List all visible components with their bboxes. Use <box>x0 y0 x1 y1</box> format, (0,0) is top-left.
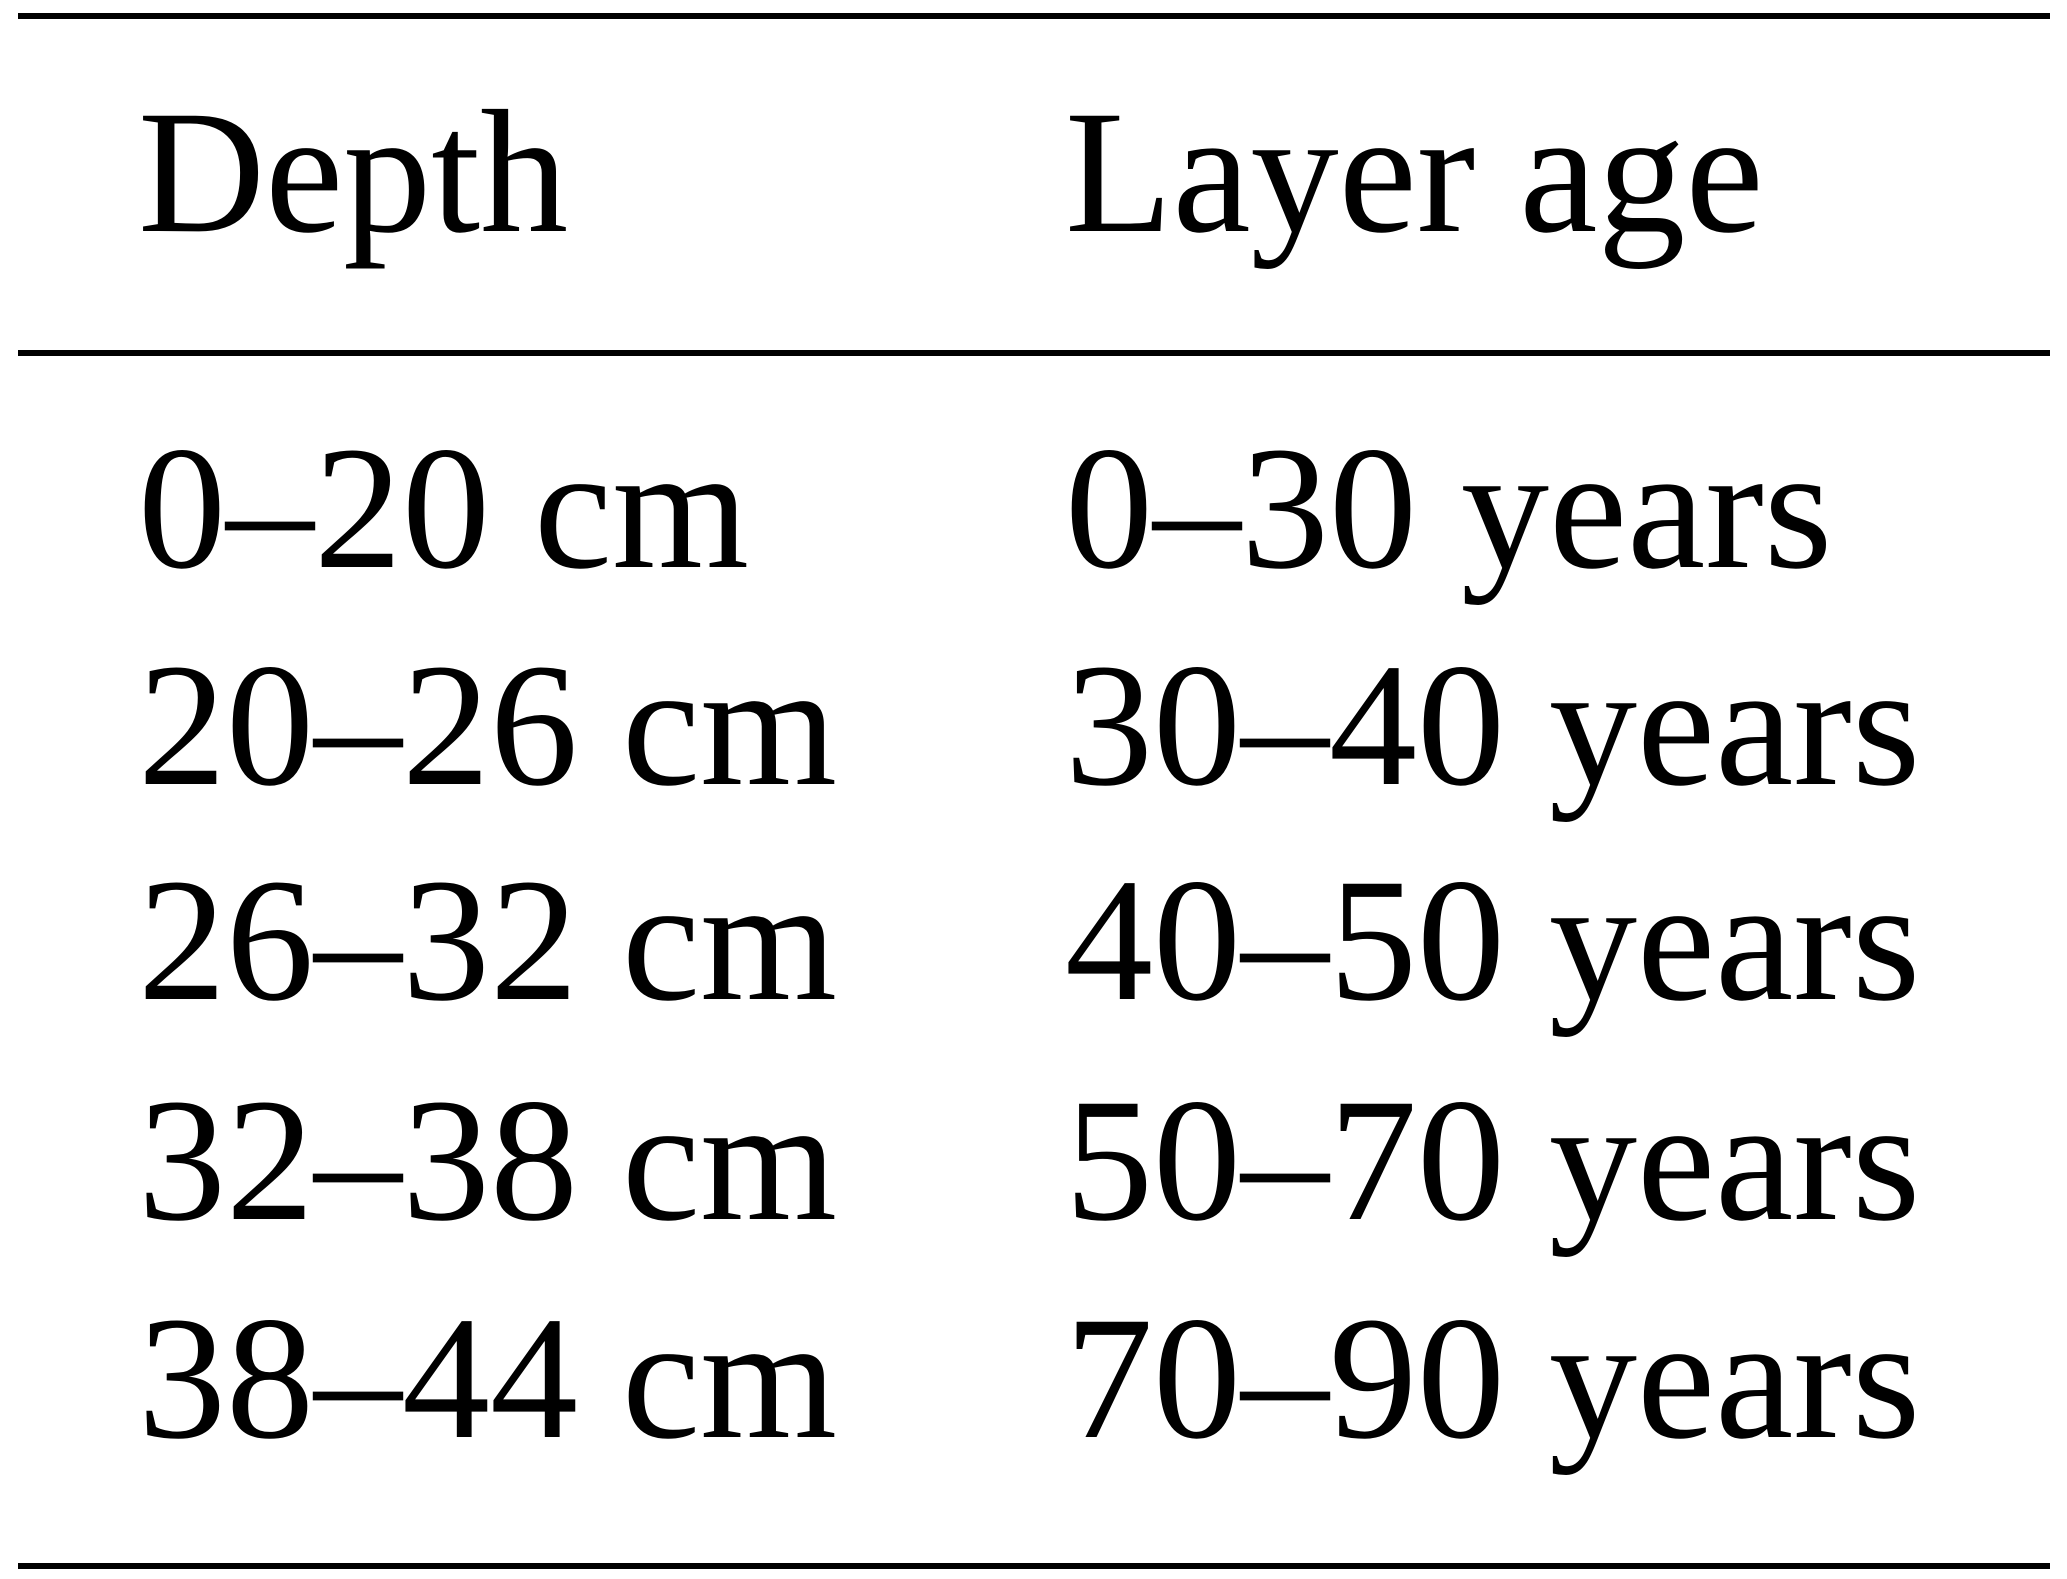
table-cell: 0–30 years <box>1065 411 1832 606</box>
table-cell: 32–38 cm <box>138 1063 837 1258</box>
table-cell: 30–40 years <box>1065 628 1920 823</box>
table-cell: 40–50 years <box>1065 843 1920 1038</box>
table-cell: 20–26 cm <box>138 628 837 823</box>
bottom-rule <box>18 1563 2050 1569</box>
table-cell: 0–20 cm <box>138 411 749 606</box>
top-rule <box>18 13 2050 19</box>
header-cell: Depth <box>138 75 568 270</box>
table-cell: 38–44 cm <box>138 1281 837 1476</box>
table-cell: 50–70 years <box>1065 1063 1920 1258</box>
table-cell: 26–32 cm <box>138 843 837 1038</box>
header-rule <box>18 350 2050 356</box>
header-cell: Layer age <box>1065 75 1764 270</box>
table-cell: 70–90 years <box>1065 1281 1920 1476</box>
